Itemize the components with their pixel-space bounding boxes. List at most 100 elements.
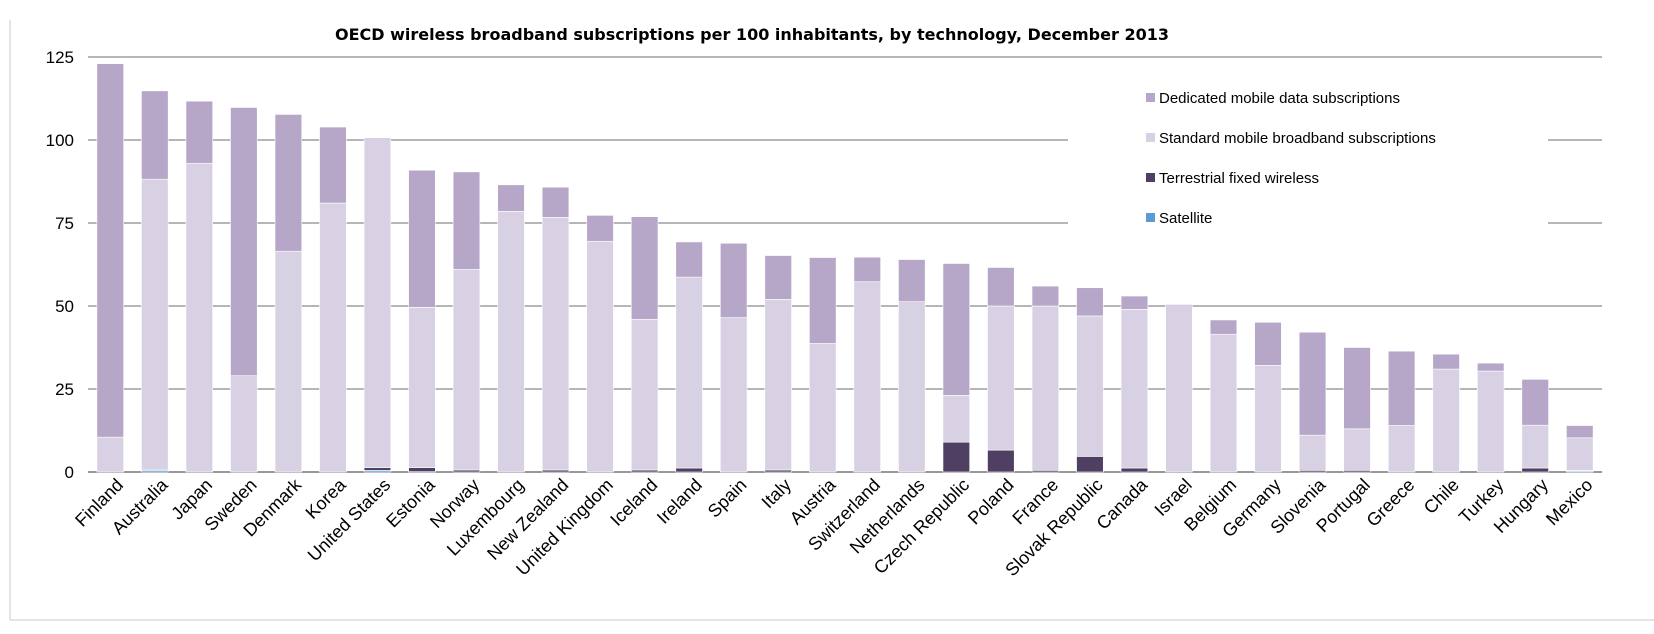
legend-label: Standard mobile broadband subscriptions [1159,130,1436,147]
bar-slovak-republic-terrestrial-fixed-wireless [1076,456,1104,473]
bar-canada-dedicated-mobile-data-subscriptions [1120,295,1149,310]
bar-germany-standard-mobile-broadband-subscriptions [1254,365,1282,473]
bar-sweden-dedicated-mobile-data-subscriptions [230,107,258,377]
bar-united-states-standard-mobile-broadband-subscriptions [363,137,392,468]
bar-ireland-dedicated-mobile-data-subscriptions [675,241,703,278]
y-tick-label: 125 [46,48,74,67]
legend-label: Terrestrial fixed wireless [1159,170,1319,187]
bar-new-zealand-standard-mobile-broadband-subscriptions [541,217,570,471]
bar-chile-dedicated-mobile-data-subscriptions [1432,353,1460,370]
bar-norway-dedicated-mobile-data-subscriptions [452,171,481,270]
bar-australia-dedicated-mobile-data-subscriptions [141,90,169,180]
bar-mexico-dedicated-mobile-data-subscriptions [1566,425,1594,439]
x-tick-label: Italy [758,475,795,512]
bar-spain-dedicated-mobile-data-subscriptions [720,242,748,318]
bar-austria-standard-mobile-broadband-subscriptions [809,343,837,473]
bar-korea-standard-mobile-broadband-subscriptions [319,202,347,473]
bar-slovak-republic-standard-mobile-broadband-subscriptions [1076,315,1104,457]
bar-new-zealand-dedicated-mobile-data-subscriptions [541,186,570,218]
bar-japan-dedicated-mobile-data-subscriptions [185,100,213,164]
bar-hungary-dedicated-mobile-data-subscriptions [1521,379,1549,426]
bar-luxembourg-standard-mobile-broadband-subscriptions [497,211,525,473]
y-tick-label: 25 [55,380,74,399]
y-tick-label: 100 [46,131,74,150]
bar-greece-dedicated-mobile-data-subscriptions [1387,350,1416,426]
bar-finland-standard-mobile-broadband-subscriptions [96,436,124,473]
bar-austria-dedicated-mobile-data-subscriptions [809,257,837,344]
bar-estonia-terrestrial-fixed-wireless [408,467,436,472]
bar-korea-dedicated-mobile-data-subscriptions [319,126,347,204]
y-tick-label: 0 [65,463,74,482]
bars [96,63,1594,473]
legend: Dedicated mobile data subscriptions Stand… [1068,80,1548,240]
x-tick-label: Spain [704,475,751,522]
bar-belgium-standard-mobile-broadband-subscriptions [1209,333,1238,473]
bar-switzerland-standard-mobile-broadband-subscriptions [853,281,881,473]
bar-luxembourg-dedicated-mobile-data-subscriptions [497,184,525,212]
y-tick-label: 75 [55,214,74,233]
bar-turkey-dedicated-mobile-data-subscriptions [1477,362,1505,372]
legend-swatch [1146,173,1155,182]
bar-turkey-standard-mobile-broadband-subscriptions [1477,370,1505,473]
legend-swatch [1146,213,1155,222]
bar-iceland-dedicated-mobile-data-subscriptions [630,216,659,320]
bar-portugal-standard-mobile-broadband-subscriptions [1343,428,1371,471]
bar-hungary-standard-mobile-broadband-subscriptions [1521,424,1549,469]
bar-iceland-standard-mobile-broadband-subscriptions [630,318,659,471]
y-axis-ticks: 0 25 50 75 100 125 [46,48,74,482]
bar-poland-standard-mobile-broadband-subscriptions [987,305,1015,451]
x-tick-label: Greece [1363,475,1419,531]
legend-label: Dedicated mobile data subscriptions [1159,90,1400,107]
bar-ireland-standard-mobile-broadband-subscriptions [675,276,703,469]
bar-spain-standard-mobile-broadband-subscriptions [720,317,748,473]
bar-czech-republic-dedicated-mobile-data-subscriptions [942,263,970,396]
bar-italy-standard-mobile-broadband-subscriptions [764,299,792,471]
bar-slovenia-standard-mobile-broadband-subscriptions [1298,434,1327,471]
bar-switzerland-dedicated-mobile-data-subscriptions [853,256,881,283]
bar-united-kingdom-dedicated-mobile-data-subscriptions [586,215,614,242]
bar-germany-dedicated-mobile-data-subscriptions [1254,321,1282,366]
bar-mexico-standard-mobile-broadband-subscriptions [1566,437,1594,471]
bar-france-dedicated-mobile-data-subscriptions [1031,285,1060,307]
bar-netherlands-standard-mobile-broadband-subscriptions [898,301,926,473]
bar-norway-standard-mobile-broadband-subscriptions [452,269,481,471]
y-tick-label: 50 [55,297,74,316]
bar-czech-republic-terrestrial-fixed-wireless [942,441,970,473]
bar-chile-standard-mobile-broadband-subscriptions [1432,368,1460,473]
bar-netherlands-dedicated-mobile-data-subscriptions [898,259,926,302]
bar-france-standard-mobile-broadband-subscriptions [1031,305,1060,471]
bar-poland-terrestrial-fixed-wireless [987,449,1015,473]
bar-denmark-standard-mobile-broadband-subscriptions [274,250,303,473]
bar-slovak-republic-dedicated-mobile-data-subscriptions [1076,287,1104,317]
bar-greece-standard-mobile-broadband-subscriptions [1387,425,1416,473]
bar-portugal-dedicated-mobile-data-subscriptions [1343,347,1371,430]
bar-slovenia-dedicated-mobile-data-subscriptions [1298,331,1327,436]
bar-italy-dedicated-mobile-data-subscriptions [764,255,792,300]
bar-czech-republic-standard-mobile-broadband-subscriptions [942,395,970,443]
bar-sweden-standard-mobile-broadband-subscriptions [230,375,258,473]
bar-united-states-terrestrial-fixed-wireless [363,467,392,471]
bar-japan-standard-mobile-broadband-subscriptions [185,162,213,473]
bar-estonia-standard-mobile-broadband-subscriptions [408,307,436,468]
legend-swatch [1146,133,1155,142]
x-tick-label: Poland [964,475,1018,529]
bar-denmark-dedicated-mobile-data-subscriptions [274,114,303,252]
bar-australia-standard-mobile-broadband-subscriptions [141,178,169,471]
bar-ireland-terrestrial-fixed-wireless [675,467,703,473]
bar-canada-terrestrial-fixed-wireless [1120,467,1149,473]
bar-estonia-dedicated-mobile-data-subscriptions [408,169,436,308]
bar-hungary-terrestrial-fixed-wireless [1521,467,1549,473]
x-tick-label: Ireland [653,475,706,528]
legend-swatch [1146,93,1155,102]
bar-united-kingdom-standard-mobile-broadband-subscriptions [586,240,614,473]
bar-belgium-dedicated-mobile-data-subscriptions [1209,319,1238,335]
bar-israel-standard-mobile-broadband-subscriptions [1165,304,1193,473]
bar-poland-dedicated-mobile-data-subscriptions [987,267,1015,307]
x-tick-label: Mexico [1542,475,1596,529]
legend-label: Satellite [1159,210,1212,227]
bar-canada-standard-mobile-broadband-subscriptions [1120,309,1149,469]
chart-title: OECD wireless broadband subscriptions pe… [335,25,1169,44]
x-tick-label: Iceland [606,475,661,530]
